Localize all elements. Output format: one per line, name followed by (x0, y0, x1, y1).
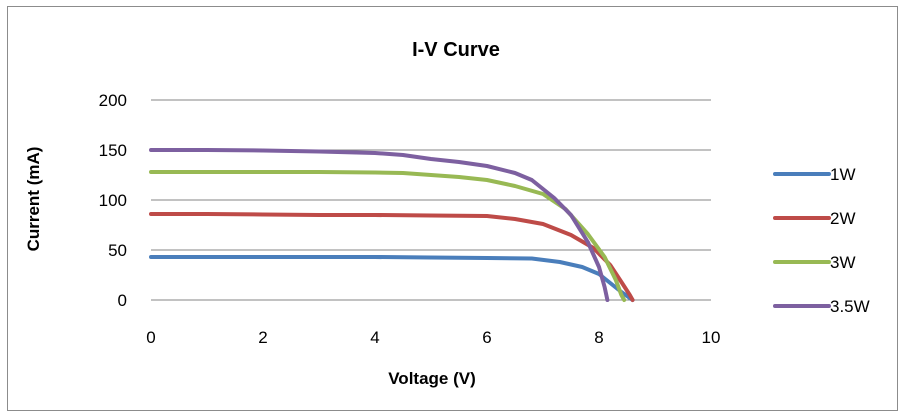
chart-frame (7, 6, 898, 411)
series-line-1W (149, 255, 635, 302)
y-tick-label: 150 (99, 141, 127, 160)
series-line-3.5W (149, 148, 610, 302)
legend: 1W 2W 3W 3.5W (773, 165, 870, 316)
grid-lines (151, 99, 711, 301)
x-tick-label: 6 (482, 328, 491, 347)
y-tick-label: 200 (99, 91, 127, 110)
series-lines (149, 148, 635, 302)
series-line-3W (149, 170, 627, 302)
legend-label-1W: 1W (830, 165, 856, 184)
legend-label-2W: 2W (830, 209, 856, 228)
y-tick-label: 0 (118, 291, 127, 310)
x-tick-label: 2 (258, 328, 267, 347)
x-tick-label: 4 (370, 328, 379, 347)
y-tick-label: 100 (99, 191, 127, 210)
x-tick-label: 8 (594, 328, 603, 347)
x-tick-label: 10 (702, 328, 721, 347)
series-line-2W (149, 212, 635, 302)
legend-label-3.5W: 3.5W (830, 297, 870, 316)
x-tick-labels: 0 2 4 6 8 10 (146, 328, 720, 347)
legend-label-3W: 3W (830, 253, 856, 272)
x-axis-title: Voltage (V) (388, 369, 476, 388)
x-tick-label: 0 (146, 328, 155, 347)
y-tick-labels: 0 50 100 150 200 (99, 91, 127, 310)
y-axis-title: Current (mA) (24, 147, 43, 252)
chart-title: I-V Curve (412, 39, 500, 61)
y-tick-label: 50 (108, 241, 127, 260)
